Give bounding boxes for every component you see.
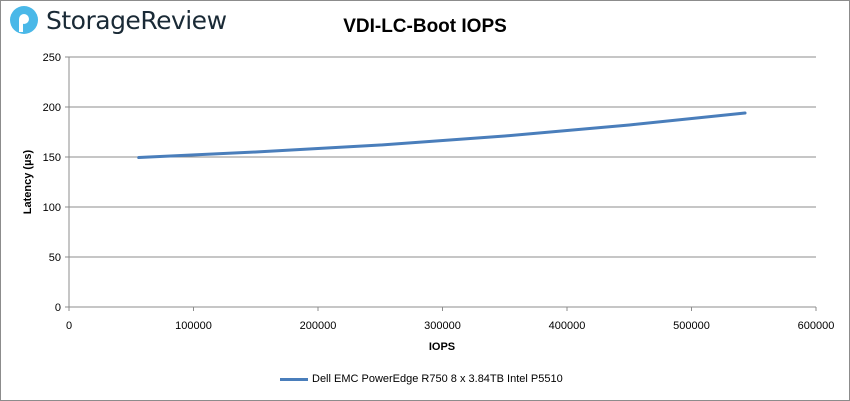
x-tick-label: 200000 (300, 320, 337, 332)
legend: Dell EMC PowerEdge R750 8 x 3.84TB Intel… (280, 373, 563, 385)
y-tick-label: 150 (43, 152, 61, 164)
storagereview-logo-icon (10, 6, 38, 34)
x-tick-label: 300000 (424, 320, 461, 332)
y-tick-label: 50 (49, 252, 61, 264)
y-tick-label: 0 (55, 302, 61, 314)
y-axis-label: Latency (µs) (22, 149, 34, 214)
x-axis-label: IOPS (429, 341, 455, 353)
logo: StorageReview (9, 5, 227, 35)
x-tick-label: 100000 (175, 320, 212, 332)
chart-title: VDI-LC-Boot IOPS (343, 16, 507, 37)
legend-swatch (280, 377, 308, 381)
logo-text: StorageReview (46, 5, 227, 35)
x-tick-label: 500000 (673, 320, 710, 332)
x-tick-label: 400000 (549, 320, 586, 332)
x-tick-label: 0 (66, 320, 72, 332)
y-tick-label: 250 (43, 52, 61, 64)
y-tick-label: 200 (43, 102, 61, 114)
y-tick-label: 100 (43, 202, 61, 214)
series-line (137, 111, 747, 159)
legend-label: Dell EMC PowerEdge R750 8 x 3.84TB Intel… (312, 373, 563, 385)
x-tick-label: 600000 (798, 320, 835, 332)
